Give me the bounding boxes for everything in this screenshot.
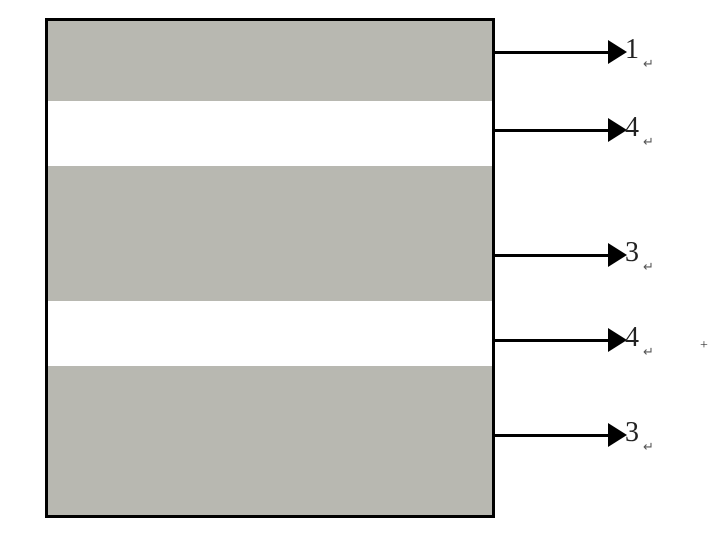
callout-label-1: 1: [625, 34, 639, 66]
label-suffix-3: ↵: [643, 259, 654, 275]
callout-label-3: 3: [625, 237, 639, 269]
label-suffix-5: ↵: [643, 439, 654, 455]
arrow-line-2: [495, 129, 610, 132]
arrow-line-4: [495, 339, 610, 342]
callout-label-5: 3: [625, 417, 639, 449]
layer-4: [48, 301, 492, 366]
callout-label-2: 4: [625, 112, 639, 144]
arrow-line-1: [495, 51, 610, 54]
layer-5: [48, 366, 492, 515]
callout-label-4: 4: [625, 322, 639, 354]
layer-1: [48, 21, 492, 101]
layer-stack: [45, 18, 495, 518]
label-suffix-4: ↵: [643, 344, 654, 360]
arrow-line-3: [495, 254, 610, 257]
extra-mark-1: +: [700, 338, 708, 354]
label-suffix-2: ↵: [643, 134, 654, 150]
arrow-line-5: [495, 434, 610, 437]
label-suffix-1: ↵: [643, 56, 654, 72]
layer-2: [48, 101, 492, 166]
layer-3: [48, 166, 492, 301]
